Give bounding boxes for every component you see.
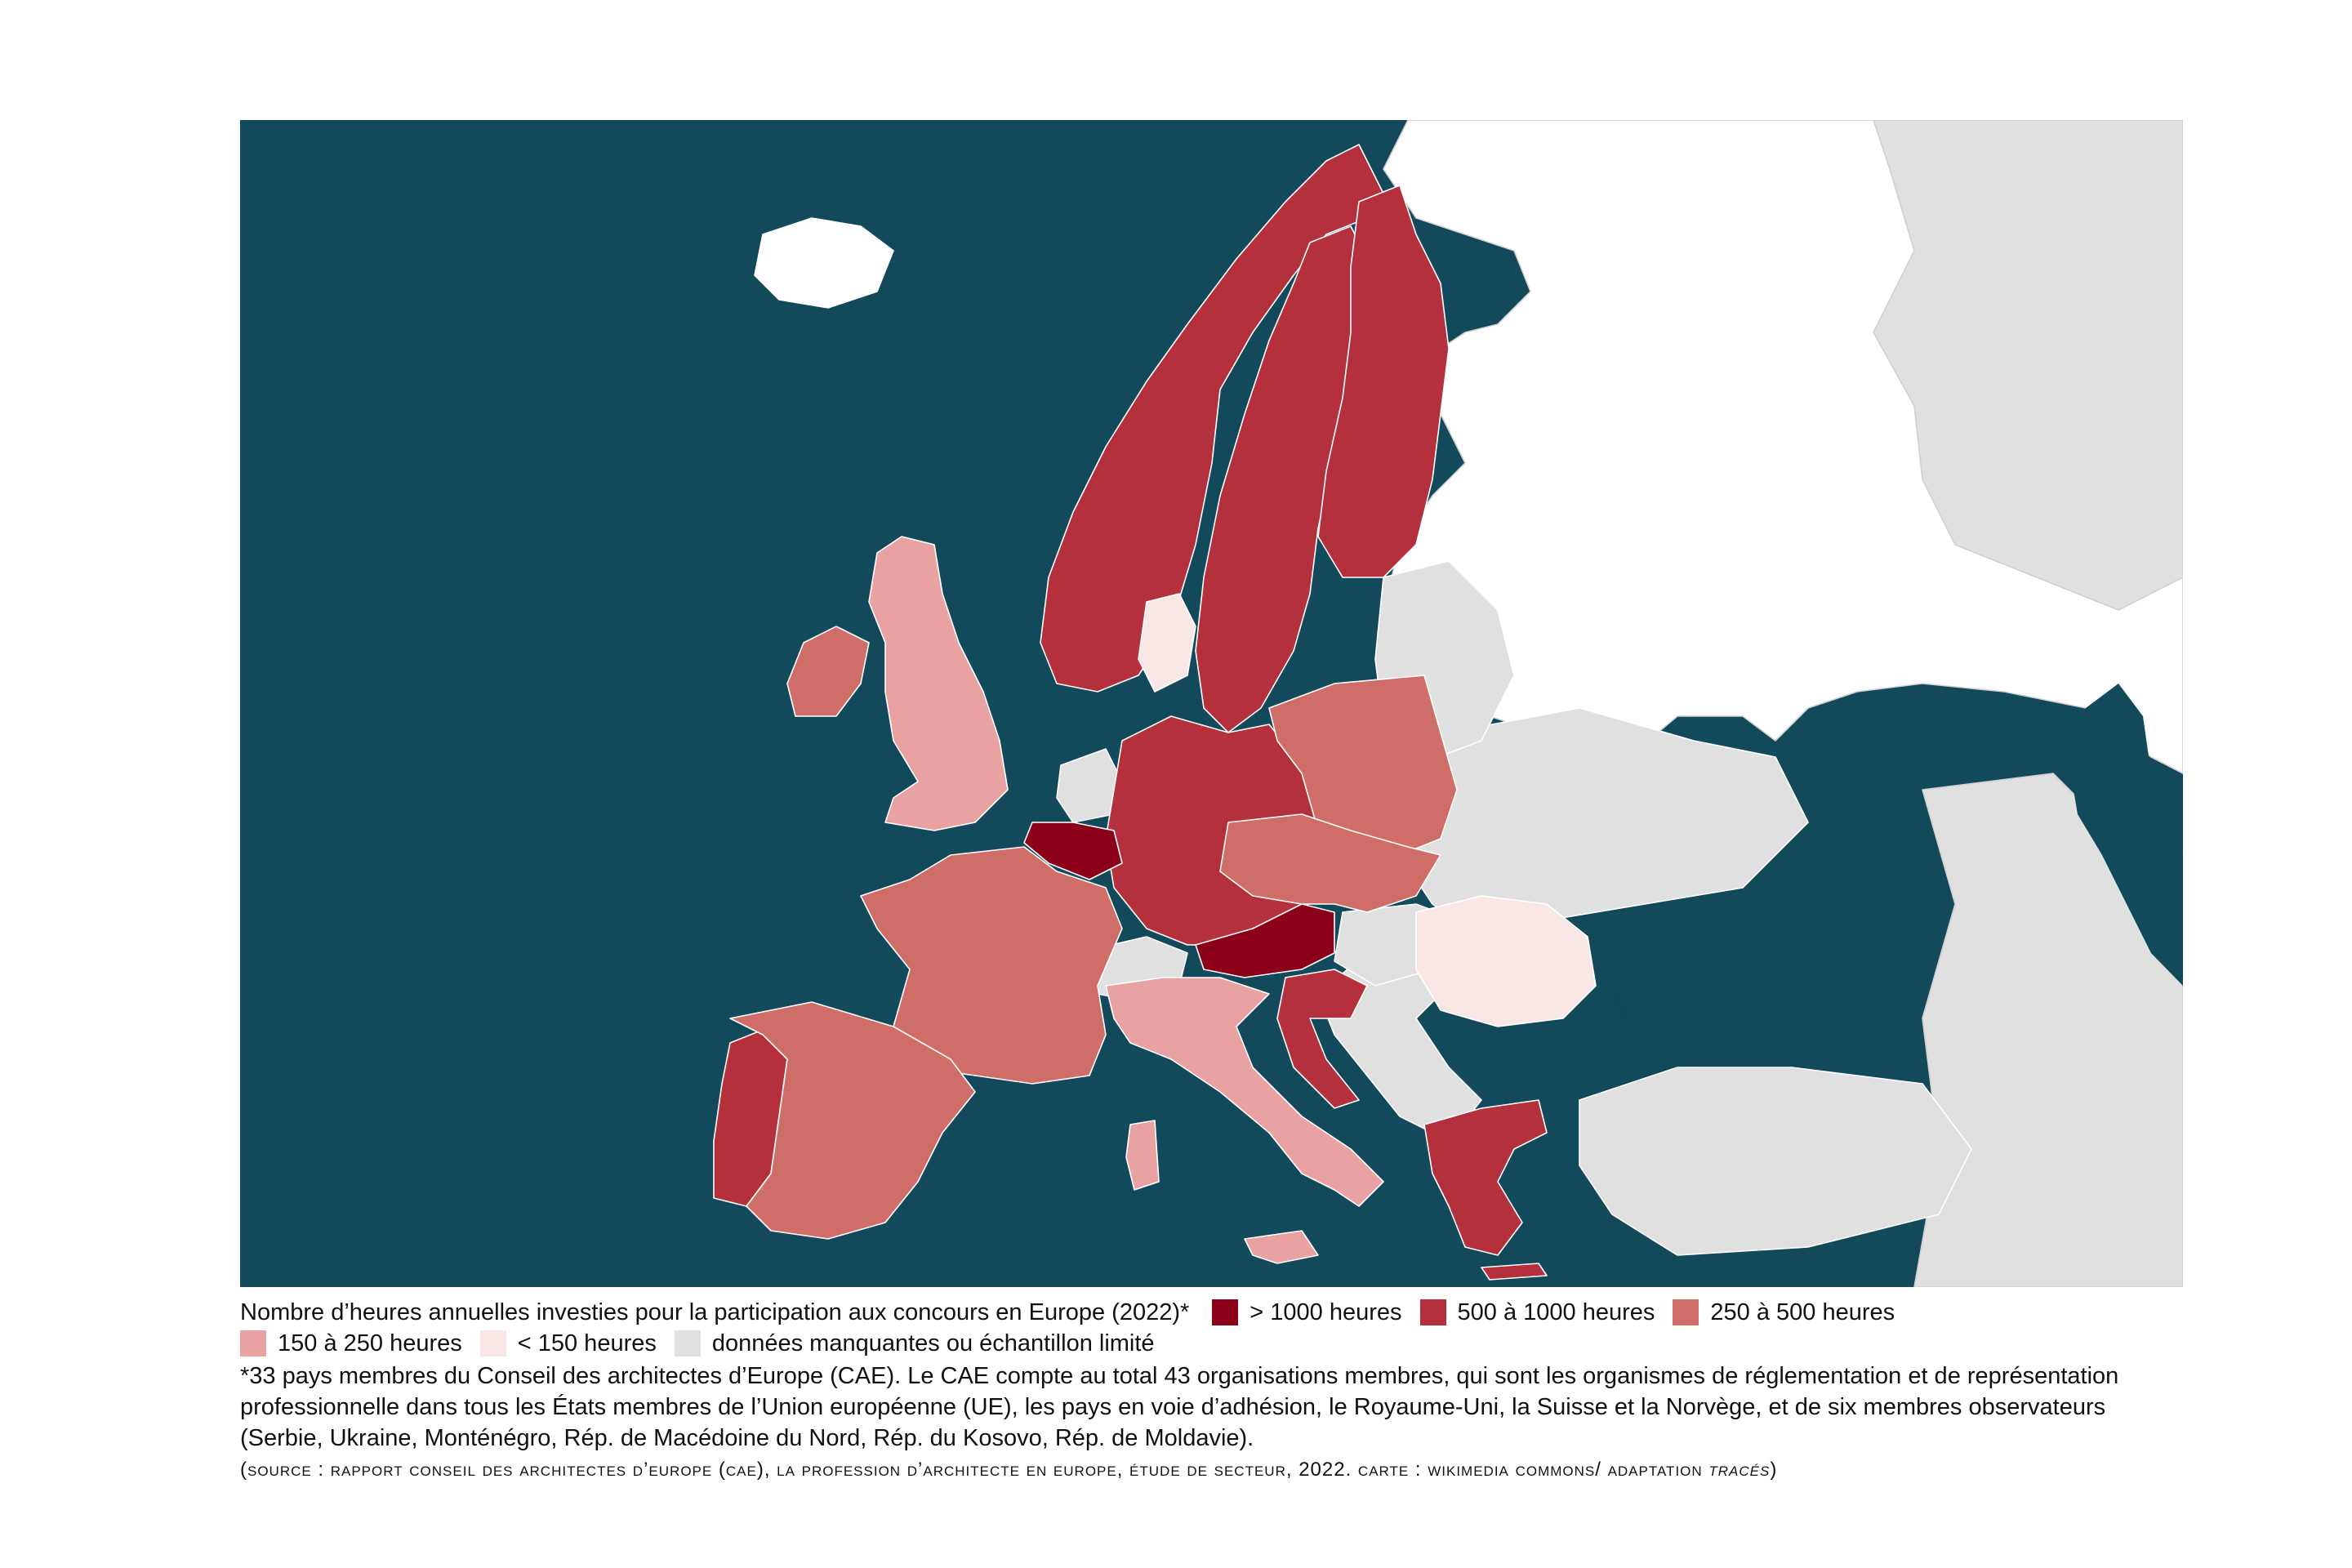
- legend-item-gt1000: > 1000 heures: [1212, 1297, 1402, 1328]
- swatch-missing: [674, 1330, 701, 1356]
- swatch-lt150: [479, 1330, 506, 1356]
- source-text: (Source : rapport Conseil des architecte…: [240, 1459, 1709, 1481]
- finland: [1317, 185, 1450, 578]
- caspian-sea: [2069, 684, 2183, 986]
- romania: [1415, 895, 1597, 1027]
- legend-label-500-1000: 500 à 1000 heures: [1457, 1299, 1655, 1325]
- map-svg: [240, 120, 2183, 1287]
- swatch-gt1000: [1212, 1299, 1239, 1325]
- ireland: [786, 626, 870, 717]
- legend-item-150-250: 150 à 250 heures: [240, 1328, 462, 1359]
- croatia: [1276, 969, 1368, 1109]
- legend-label-missing: données manquantes ou échantillon limité: [711, 1330, 1155, 1356]
- black-sea: [1612, 904, 1906, 1043]
- belgium: [1023, 822, 1123, 880]
- poland: [1268, 675, 1458, 856]
- sicily: [1244, 1230, 1319, 1264]
- denmark: [1138, 593, 1196, 693]
- crete: [1481, 1263, 1548, 1281]
- source-credit: (Source : rapport Conseil des architecte…: [240, 1455, 2167, 1485]
- source-italic: Tracés: [1708, 1459, 1771, 1481]
- legend-item-lt150: < 150 heures: [479, 1328, 657, 1359]
- spain: [729, 1001, 976, 1240]
- caption: Nombre d’heures annuelles investies pour…: [240, 1297, 2200, 1485]
- legend-item-500-1000: 500 à 1000 heures: [1419, 1297, 1655, 1328]
- iceland: [754, 217, 894, 309]
- source-end: ): [1770, 1459, 1778, 1481]
- legend-second-row: 150 à 250 heures < 150 heures données ma…: [240, 1328, 2200, 1359]
- swatch-250-500: [1673, 1299, 1699, 1325]
- italy: [1105, 977, 1384, 1207]
- swatch-150-250: [240, 1330, 266, 1356]
- austria: [1195, 903, 1335, 978]
- legend-label-150-250: 150 à 250 heures: [278, 1330, 462, 1356]
- france: [860, 846, 1123, 1085]
- asia-grey: [1873, 120, 2183, 611]
- sardinia: [1125, 1120, 1160, 1191]
- legend: Nombre d’heures annuelles investies pour…: [240, 1297, 2200, 1328]
- czechia-slovakia: [1219, 813, 1441, 913]
- greece: [1423, 1099, 1548, 1256]
- united-kingdom: [868, 536, 1009, 831]
- legend-item-250-500: 250 à 500 heures: [1673, 1297, 1895, 1328]
- legend-label-gt1000: > 1000 heures: [1250, 1299, 1402, 1325]
- legend-label-250-500: 250 à 500 heures: [1710, 1299, 1895, 1325]
- footnote: *33 pays membres du Conseil des architec…: [240, 1363, 2119, 1451]
- turkey: [1579, 1067, 1972, 1256]
- map-title: Nombre d’heures annuelles investies pour…: [240, 1299, 1190, 1325]
- legend-item-missing: données manquantes ou échantillon limité: [674, 1328, 1155, 1359]
- swatch-500-1000: [1419, 1299, 1446, 1325]
- legend-label-lt150: < 150 heures: [517, 1330, 657, 1356]
- europe-map: [240, 120, 2183, 1287]
